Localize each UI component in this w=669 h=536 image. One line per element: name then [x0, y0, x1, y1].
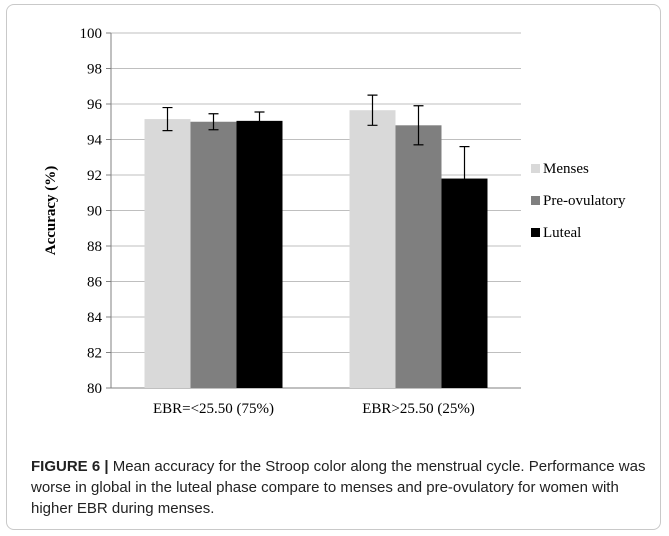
- y-tick-label: 88: [87, 239, 102, 255]
- figure-caption: FIGURE 6 | Mean accuracy for the Stroop …: [31, 456, 651, 519]
- bar-pre-ovulatory: [190, 121, 237, 388]
- y-tick-label: 86: [87, 275, 103, 291]
- legend-label: Pre-ovulatory: [543, 193, 626, 209]
- y-tick-label: 100: [80, 26, 103, 42]
- x-category-label: EBR>25.50 (25%): [362, 401, 475, 417]
- legend-label: Luteal: [543, 225, 581, 241]
- figure-frame: 80 82 84 86 88 90 92 94 96 98 100 Accuracy (%) EBR=<…: [6, 4, 661, 530]
- y-tick-label: 96: [87, 97, 103, 113]
- x-category-label: EBR=<25.50 (75%): [153, 401, 274, 417]
- bar-pre-ovulatory: [395, 125, 442, 389]
- y-tick-label: 82: [87, 346, 102, 362]
- legend-label: Menses: [543, 161, 589, 177]
- y-tick-label: 92: [87, 168, 102, 184]
- y-tick-label: 98: [87, 62, 102, 78]
- bar-menses: [144, 119, 191, 389]
- bar-luteal: [441, 178, 488, 388]
- caption-text: Mean accuracy for the Stroop color along…: [31, 458, 646, 517]
- y-tick-label: 94: [87, 133, 103, 149]
- bar-luteal: [236, 120, 283, 389]
- legend-swatch: [531, 164, 540, 173]
- legend-swatch: [531, 196, 540, 205]
- legend-swatch: [531, 228, 540, 237]
- y-tick-label: 90: [87, 204, 102, 220]
- y-tick-label: 80: [87, 381, 102, 397]
- bar-chart: 80 82 84 86 88 90 92 94 96 98 100 Accuracy (%) EBR=<…: [43, 26, 626, 417]
- bar-menses: [349, 110, 396, 389]
- caption-label: FIGURE 6 |: [31, 458, 109, 475]
- y-tick-label: 84: [87, 310, 103, 326]
- y-axis-label: Accuracy (%): [43, 166, 59, 256]
